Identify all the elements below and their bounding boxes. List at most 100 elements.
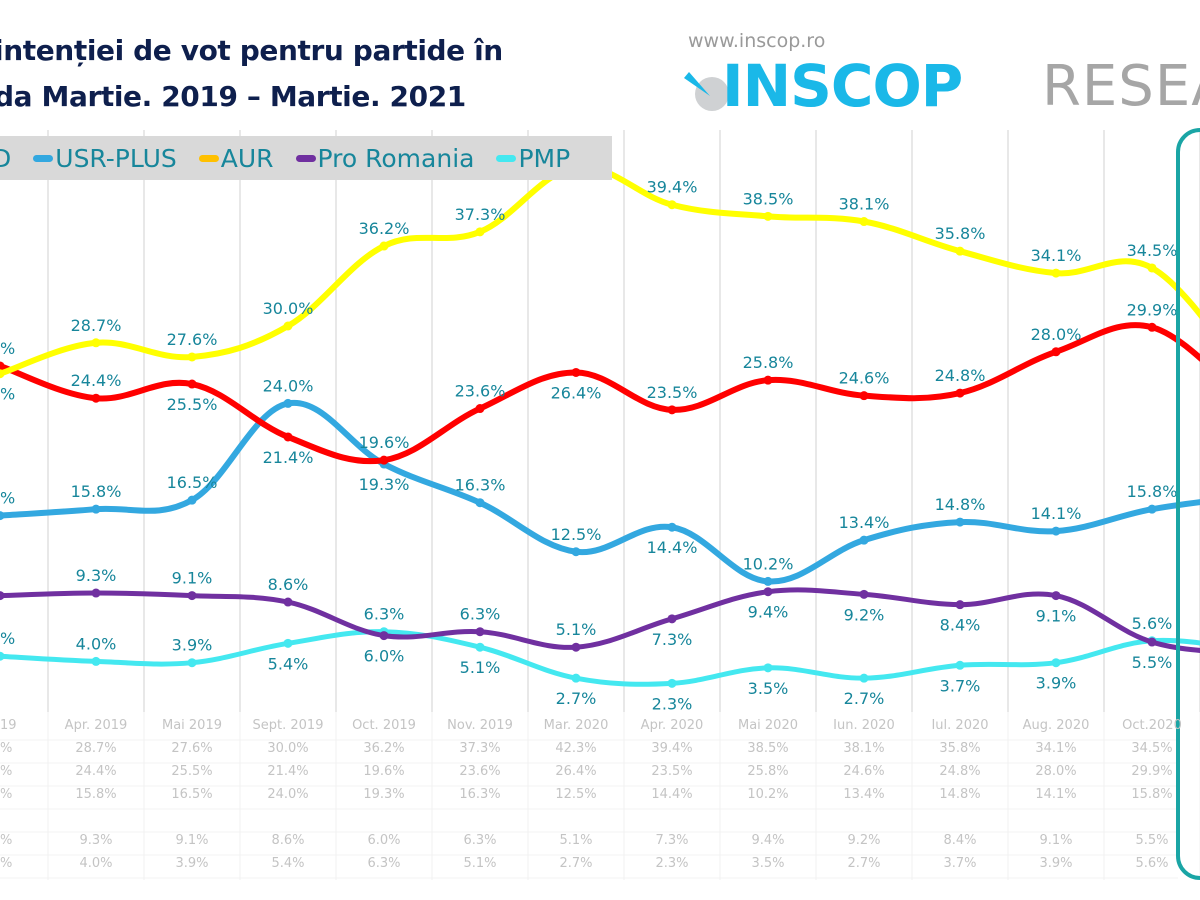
- data-point-usr-plus: [475, 498, 485, 508]
- data-point-pmp: [91, 656, 101, 666]
- data-label-pmp: .4%: [0, 629, 15, 648]
- data-point-psd: [91, 393, 101, 403]
- data-label-psd: 25.5%: [167, 395, 218, 414]
- data-label-psd: 19.6%: [359, 433, 410, 452]
- logo-dot-icon: [684, 72, 729, 111]
- table-cell-usr-plus: 14.8%: [939, 787, 981, 802]
- data-point-pmp: [475, 642, 485, 652]
- data-label-pmp: 5.1%: [460, 658, 501, 677]
- data-label-pmp: 5.4%: [268, 654, 309, 673]
- data-point-psd: [187, 379, 197, 389]
- data-label-pnl: .3%: [0, 385, 15, 404]
- data-point-pro-romania: [379, 631, 389, 641]
- data-label-pmp: 5.6%: [1132, 614, 1173, 633]
- data-label-psd: 26.4%: [551, 383, 602, 402]
- data-label-usr-plus: 14.4%: [647, 538, 698, 557]
- data-label-psd: 24.8%: [935, 366, 986, 385]
- table-cell-pnl: .3%: [0, 741, 13, 756]
- table-cell-pnl: 30.0%: [267, 741, 309, 756]
- data-label-pro-romania: 8.6%: [268, 575, 309, 594]
- data-point-pro-romania: [571, 642, 581, 652]
- data-label-usr-plus: 15.8%: [1127, 482, 1178, 501]
- table-cell-pmp: 5.6%: [1135, 856, 1169, 871]
- data-label-psd: 23.6%: [455, 382, 506, 401]
- data-point-pnl: [379, 241, 389, 251]
- data-label-psd: 29.9%: [1127, 300, 1178, 319]
- data-point-usr-plus: [187, 495, 197, 505]
- data-point-psd: [379, 455, 389, 465]
- data-point-pro-romania: [475, 627, 485, 637]
- legend-item-pro-romania: Pro Romania: [295, 144, 474, 173]
- data-point-psd: [1147, 322, 1157, 332]
- series-layer: [0, 162, 1200, 688]
- table-cell-pro-romania: 5.1%: [559, 833, 593, 848]
- data-point-psd: [763, 375, 773, 385]
- data-point-pmp: [763, 663, 773, 673]
- logo-brand-text: INSCOP: [722, 52, 963, 120]
- table-cell-usr-plus: 10.2%: [747, 787, 789, 802]
- data-label-usr-plus: 12.5%: [551, 525, 602, 544]
- data-label-pmp: 2.3%: [652, 694, 693, 713]
- data-label-usr-plus: 16.3%: [455, 476, 506, 495]
- table-cell-pro-romania: 6.3%: [463, 833, 497, 848]
- data-point-pro-romania: [667, 614, 677, 624]
- data-point-pro-romania: [955, 600, 965, 610]
- highlight-frame: [1176, 128, 1200, 880]
- table-cell-psd: 25.8%: [747, 764, 789, 779]
- x-axis-tick-label: Nov. 2019: [447, 718, 513, 733]
- data-point-usr-plus: [571, 547, 581, 557]
- website-link[interactable]: www.inscop.ro: [688, 30, 826, 52]
- table-cell-psd: 29.9%: [1131, 764, 1173, 779]
- legend-label: D: [0, 143, 12, 173]
- data-point-pmp: [667, 678, 677, 688]
- table-cell-usr-plus: 13.4%: [843, 787, 885, 802]
- data-label-pro-romania: 5.5%: [1132, 653, 1173, 672]
- table-cell-pmp: 3.9%: [175, 856, 209, 871]
- data-point-psd: [283, 432, 293, 442]
- data-label-pro-romania: 6.0%: [364, 647, 405, 666]
- data-point-pro-romania: [187, 591, 197, 601]
- data-point-pnl: [1147, 263, 1157, 273]
- data-point-pmp: [859, 673, 869, 683]
- data-label-pmp: 6.3%: [364, 605, 405, 624]
- data-point-pnl: [187, 352, 197, 362]
- data-point-pro-romania: [1147, 637, 1157, 647]
- table-cell-pnl: 35.8%: [939, 741, 981, 756]
- data-labels-layer: .4% 4.0% 3.9% 5.4% 6.3% 5.1% 2.7% 2.3% 3.5% 2.7% 3…: [0, 178, 1178, 714]
- data-label-pro-romania: 9.1%: [1036, 607, 1077, 626]
- data-label-pnl: 27.6%: [167, 330, 218, 349]
- table-cell-pnl: 27.6%: [171, 741, 213, 756]
- data-label-pnl: 38.5%: [743, 189, 794, 208]
- table-cell-psd: 28.0%: [1035, 764, 1077, 779]
- data-point-pnl: [955, 246, 965, 256]
- data-label-usr-plus: 13.4%: [839, 513, 890, 532]
- data-label-pro-romania: 9.4%: [748, 603, 789, 622]
- data-label-psd: .9%: [0, 339, 15, 358]
- table-cell-pmp: 3.5%: [751, 856, 785, 871]
- legend-swatch-icon: [198, 154, 219, 162]
- table-cell-usr-plus: 16.3%: [459, 787, 501, 802]
- data-label-pmp: 2.7%: [844, 689, 885, 708]
- x-axis-tick-label: Apr. 2019: [64, 718, 128, 733]
- table-cell-pro-romania: 9.4%: [751, 833, 785, 848]
- data-point-usr-plus: [763, 576, 773, 586]
- table-cell-psd: .9%: [0, 764, 13, 779]
- table-cell-psd: 21.4%: [267, 764, 309, 779]
- data-label-usr-plus: 14.8%: [935, 495, 986, 514]
- table-cell-pro-romania: .1%: [0, 833, 13, 848]
- table-cell-psd: 19.6%: [363, 764, 405, 779]
- data-point-psd: [0, 361, 5, 371]
- x-axis-tick-label: 2019: [0, 718, 17, 733]
- data-label-pnl: 34.5%: [1127, 241, 1178, 260]
- table-cell-psd: 23.5%: [651, 764, 693, 779]
- table-cell-pnl: 34.1%: [1035, 741, 1077, 756]
- data-point-pmp: [571, 673, 581, 683]
- data-label-usr-plus: 19.3%: [359, 475, 410, 494]
- data-label-psd: 24.6%: [839, 369, 890, 388]
- table-cell-psd: 24.6%: [843, 764, 885, 779]
- table-cell-psd: 25.5%: [171, 764, 213, 779]
- table-cell-usr-plus: 12.5%: [555, 787, 597, 802]
- data-point-pmp: [0, 651, 5, 661]
- x-axis-tick-label: Oct.2020: [1122, 718, 1182, 733]
- table-cell-pmp: 3.7%: [943, 856, 977, 871]
